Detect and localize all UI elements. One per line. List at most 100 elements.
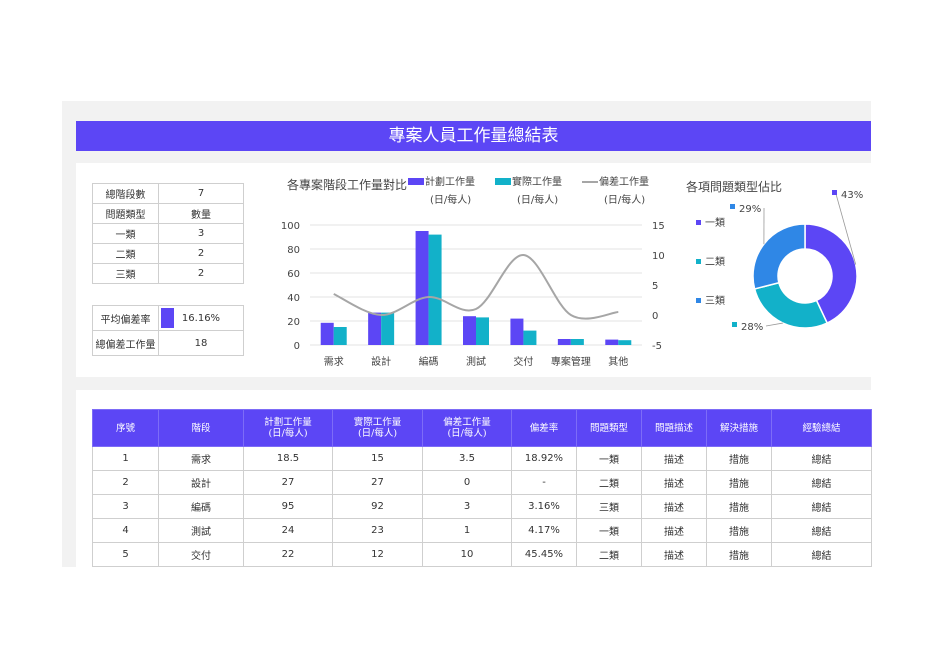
stats-label: 一類: [92, 223, 159, 244]
column-header-label: 問題類型: [589, 422, 628, 434]
donut-slice: [753, 281, 829, 329]
table-cell: 92: [332, 494, 423, 519]
stats-label: 二類: [92, 243, 159, 264]
bar-actual: [381, 312, 395, 345]
column-header-label: 序號: [115, 422, 135, 434]
bar-actual: [523, 330, 537, 345]
legend-swatch: [696, 259, 701, 264]
table-cell: 1: [92, 446, 159, 471]
y-tick-label: 0: [294, 341, 300, 352]
y2-tick-label: -5: [652, 341, 662, 352]
stats-row: 三類 2: [92, 263, 244, 284]
y-tick-label: 60: [287, 269, 300, 280]
avg-deviation-label: 平均偏差率: [92, 305, 159, 331]
donut-slice: [752, 223, 806, 290]
avg-deviation-value: 16.16%: [181, 312, 221, 324]
donut-data-label: 28%: [741, 322, 763, 333]
table-cell: 措施: [706, 446, 772, 471]
table-cell: 編碼: [158, 494, 244, 519]
table-cell: 1: [422, 518, 512, 543]
legend-swatch: [696, 298, 701, 303]
table-cell: 描述: [641, 446, 707, 471]
table-cell: 測試: [158, 518, 244, 543]
table-cell: 二類: [576, 542, 642, 567]
column-header-label: 偏差工作量: [443, 417, 491, 428]
x-tick-label: 設計: [371, 355, 391, 368]
legend-label: 一類: [705, 217, 725, 229]
table-cell: 4: [92, 518, 159, 543]
table-cell: 需求: [158, 446, 244, 471]
column-header: 偏差工作量 (日/每人): [422, 409, 512, 447]
table-cell: 措施: [706, 518, 772, 543]
column-header: 解決措施: [706, 409, 772, 447]
total-deviation-row: 總偏差工作量 18: [92, 330, 244, 356]
bar-planned: [320, 322, 334, 345]
column-header: 問題描述: [641, 409, 707, 447]
table-cell: -: [511, 470, 577, 495]
stats-label: 總階段數: [92, 183, 159, 204]
table-cell: 措施: [706, 494, 772, 519]
legend-swatch: [408, 178, 424, 185]
table-cell: 3.5: [422, 446, 512, 471]
table-cell: 3: [92, 494, 159, 519]
legend-unit: (日/每人): [604, 193, 645, 206]
column-header: 計劃工作量 (日/每人): [243, 409, 333, 447]
column-header-label: 解決措施: [719, 422, 758, 434]
column-header: 問題類型: [576, 409, 642, 447]
stats-row: 一類 3: [92, 223, 244, 244]
y2-tick-label: 0: [652, 311, 658, 322]
legend-unit: (日/每人): [517, 193, 558, 206]
table-cell: 22: [243, 542, 333, 567]
column-header-label: 偏差率: [529, 422, 559, 434]
table-cell: 總結: [771, 470, 872, 495]
bar-planned: [557, 339, 571, 345]
table-cell: 總結: [771, 494, 872, 519]
column-header: 階段: [158, 409, 244, 447]
column-header-unit: (日/每人): [447, 428, 487, 439]
table-cell: 27: [243, 470, 333, 495]
x-tick-label: 測試: [466, 355, 486, 368]
table-cell: 95: [243, 494, 333, 519]
table-cell: 27: [332, 470, 423, 495]
y-tick-label: 20: [287, 317, 300, 328]
donut-data-label: 29%: [739, 204, 761, 215]
legend-label: 三類: [705, 295, 725, 307]
summary-table: 平均偏差率 16.16% 總偏差工作量 18: [92, 305, 244, 356]
x-tick-label: 其他: [608, 355, 628, 368]
table-cell: 二類: [576, 470, 642, 495]
table-cell: 描述: [641, 494, 707, 519]
stats-table: 總階段數 7 問題類型 數量 一類 3 二類 2 三類 2: [92, 183, 244, 284]
column-header-unit: (日/每人): [357, 428, 398, 439]
stats-value: 2: [158, 243, 244, 264]
column-header: 實際工作量 (日/每人): [332, 409, 423, 447]
stats-value: 7: [158, 183, 244, 204]
y2-tick-label: 5: [652, 281, 658, 292]
y2-tick-label: 15: [652, 221, 665, 232]
stats-row: 二類 2: [92, 243, 244, 264]
table-cell: 描述: [641, 470, 707, 495]
column-header-label: 階段: [191, 422, 211, 434]
x-tick-label: 需求: [324, 356, 344, 368]
data-label-marker: [832, 190, 837, 195]
bar-planned: [415, 231, 429, 345]
column-header: 偏差率: [511, 409, 577, 447]
table-cell: 4.17%: [511, 518, 577, 543]
data-label-marker: [732, 322, 737, 327]
avg-deviation-bar: [161, 308, 174, 328]
table-cell: 10: [422, 542, 512, 567]
page-title: 專案人員工作量總結表: [76, 121, 871, 151]
table-row: 5 交付 22 12 10 45.45% 二類 描述 措施 總結: [92, 542, 872, 567]
table-cell: 2: [92, 470, 159, 495]
table-cell: 措施: [706, 470, 772, 495]
table-cell: 一類: [576, 446, 642, 471]
donut-data-label: 43%: [841, 190, 863, 201]
bar-actual: [570, 339, 584, 345]
stats-label: 問題類型: [92, 203, 159, 224]
table-row: 1 需求 18.5 15 3.5 18.92% 一類 描述 措施 總結: [92, 446, 872, 471]
leader-line: [765, 322, 783, 327]
table-row: 2 設計 27 27 0- 二類 描述 措施 總結: [92, 470, 872, 495]
legend-label: 二類: [705, 256, 725, 268]
column-header-label: 問題描述: [654, 422, 693, 434]
column-header-label: 實際工作量: [353, 417, 402, 428]
